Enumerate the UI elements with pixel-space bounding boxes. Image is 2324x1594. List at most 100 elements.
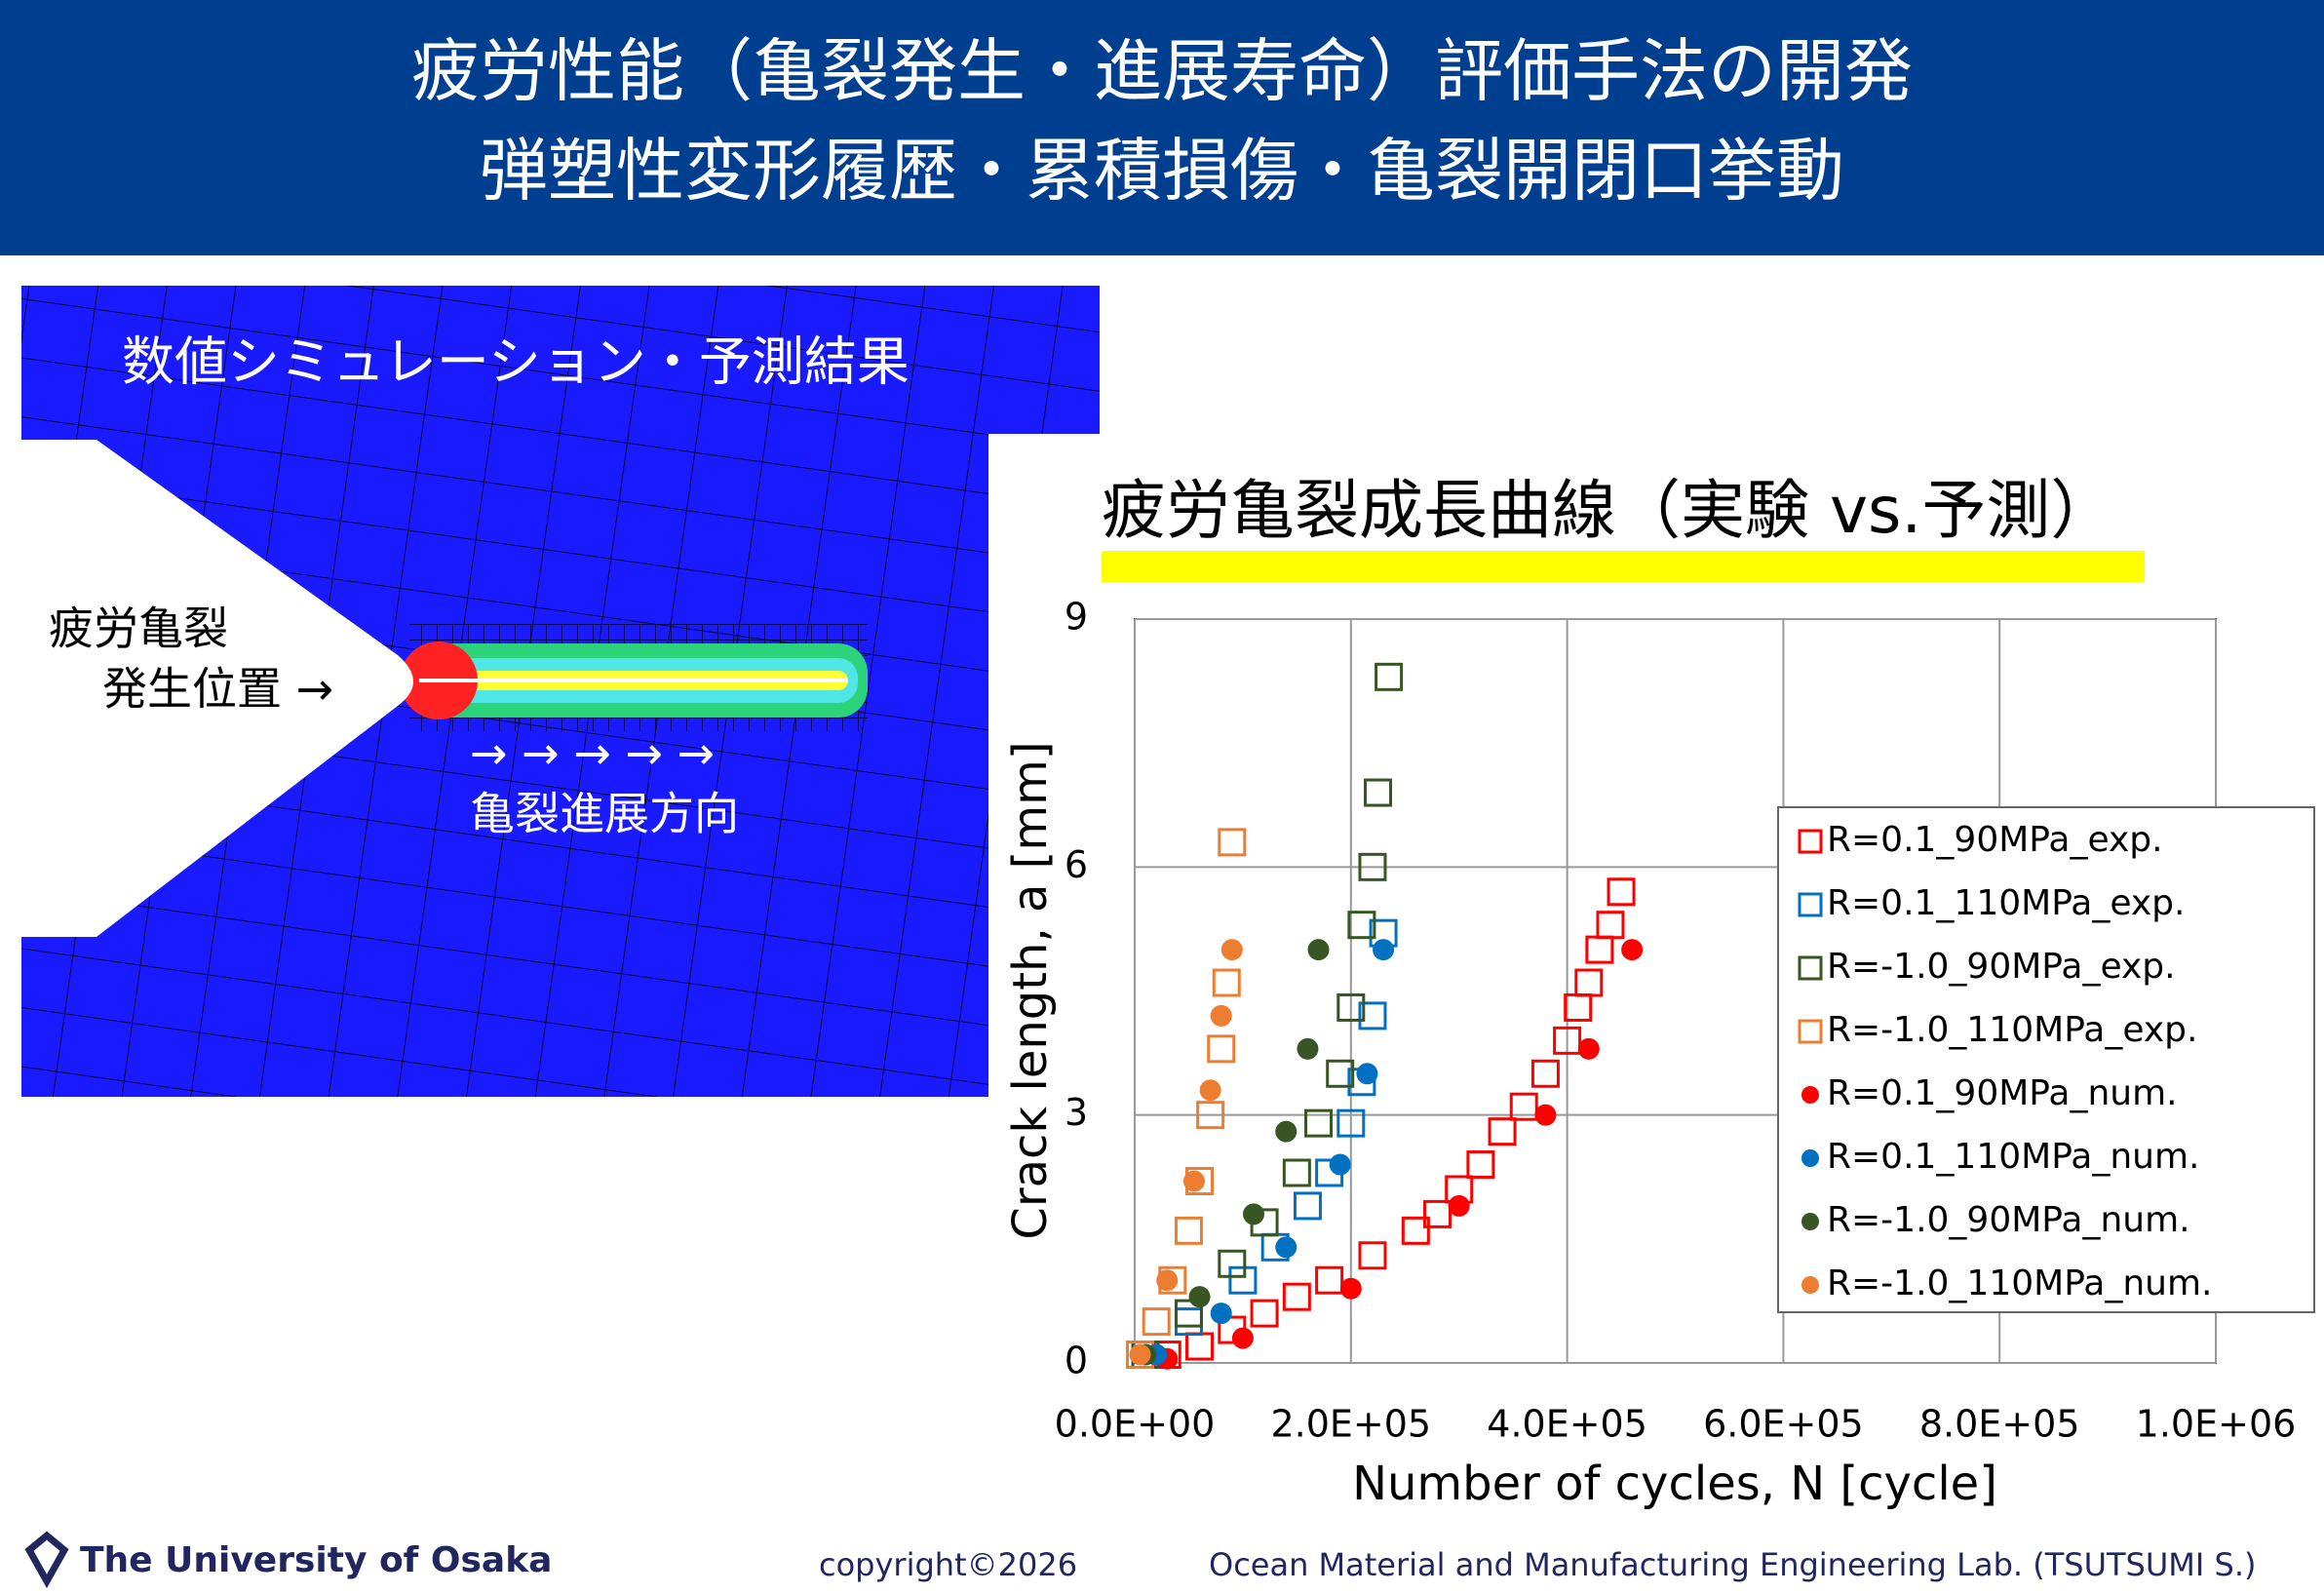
legend-label: R=-1.0_110MPa_num.	[1827, 1264, 2213, 1303]
legend-label: R=-1.0_110MPa_exp.	[1827, 1010, 2197, 1050]
data-point	[1326, 1059, 1355, 1088]
legend-marker	[1798, 829, 1823, 854]
data-point	[1315, 1265, 1344, 1295]
data-point	[1347, 911, 1376, 940]
data-point	[1228, 1265, 1258, 1295]
legend-marker	[1801, 1213, 1819, 1230]
legend-label: R=0.1_110MPa_num.	[1827, 1137, 2200, 1177]
data-point	[1329, 1153, 1351, 1176]
data-point	[1129, 1343, 1151, 1366]
data-point	[1212, 968, 1241, 997]
data-point	[1596, 911, 1625, 940]
legend-label: R=-1.0_90MPa_num.	[1827, 1200, 2190, 1240]
data-point	[1336, 1108, 1366, 1138]
data-point	[1282, 1282, 1311, 1311]
initiation-label: 発生位置 →	[102, 663, 333, 716]
data-point	[1218, 1249, 1247, 1278]
data-point	[1250, 1299, 1279, 1328]
x-tick-label: 6.0E+05	[1703, 1403, 1864, 1446]
data-point	[1220, 939, 1243, 961]
header-bar	[0, 0, 2324, 255]
data-point	[1534, 1104, 1557, 1126]
lab-name: Ocean Material and Manufacturing Enginee…	[1209, 1546, 2256, 1583]
y-tick-label: 9	[1065, 596, 1088, 639]
legend-marker	[1801, 1276, 1819, 1294]
x-tick-label: 2.0E+05	[1270, 1403, 1431, 1446]
y-tick-label: 6	[1065, 843, 1088, 886]
data-point	[1401, 1216, 1430, 1245]
data-point	[1275, 1120, 1298, 1143]
data-point	[1275, 1236, 1298, 1259]
legend-marker	[1798, 955, 1823, 981]
legend-marker	[1801, 1149, 1819, 1167]
x-tick-label: 4.0E+05	[1487, 1403, 1647, 1446]
initiation-label: 疲労亀裂	[49, 603, 228, 655]
title-highlight	[1102, 551, 2145, 582]
data-point	[1607, 877, 1636, 907]
header-subtitle: 弾塑性変形履歴・累積損傷・亀裂開閉口挙動	[480, 131, 1844, 211]
data-point	[1231, 1327, 1254, 1349]
data-point	[1210, 1302, 1232, 1325]
legend-marker	[1798, 1019, 1823, 1044]
data-point	[1339, 1277, 1362, 1300]
footer: The University of Osaka copyright©2026 O…	[24, 1531, 2256, 1589]
data-point	[1174, 1299, 1203, 1328]
legend-label: R=0.1_90MPa_exp.	[1827, 820, 2163, 860]
data-point	[1218, 828, 1247, 857]
legend-label: R=0.1_90MPa_num.	[1827, 1073, 2178, 1113]
legend-marker	[1798, 892, 1823, 917]
data-point	[1448, 1194, 1470, 1217]
data-point	[1282, 1158, 1311, 1187]
data-point	[1210, 1004, 1232, 1027]
data-point	[1242, 1203, 1264, 1225]
data-point	[1488, 1117, 1517, 1147]
data-point	[1373, 939, 1395, 961]
header-title: 疲労性能（亀裂発生・進展寿命）評価手法の開発	[411, 31, 1913, 111]
x-tick-label: 8.0E+05	[1919, 1403, 2080, 1446]
data-point	[1375, 662, 1404, 691]
data-point	[1199, 1079, 1221, 1102]
data-point	[1207, 1034, 1236, 1064]
chart: 疲労亀裂成長曲線（実験 vs.予測） Crack length, a [mm] …	[1003, 473, 2315, 1511]
data-point	[1188, 1286, 1211, 1308]
data-point	[1358, 1241, 1387, 1270]
y-axis-label: Crack length, a [mm]	[1003, 741, 1058, 1239]
sim-label: 数値シミュレーション・予測結果	[122, 331, 910, 393]
x-tick-label: 1.0E+06	[2136, 1403, 2297, 1446]
data-point	[1307, 939, 1330, 961]
data-point	[1293, 1191, 1322, 1221]
simulation-panel: 数値シミュレーション・予測結果 疲労亀裂 発生位置 → → → → → → 亀裂…	[21, 286, 1100, 1097]
data-point	[1364, 778, 1393, 807]
direction-label: 亀裂進展方向	[470, 788, 739, 840]
data-point	[1577, 1037, 1600, 1060]
legend-box	[1777, 806, 2315, 1313]
data-point	[1196, 1101, 1225, 1130]
y-tick-label: 0	[1065, 1340, 1088, 1382]
legend-marker	[1801, 1086, 1819, 1104]
data-point	[1336, 992, 1366, 1022]
data-point	[1466, 1150, 1495, 1180]
logo-mark	[24, 1531, 69, 1589]
data-point	[1182, 1170, 1205, 1192]
y-tick-label: 3	[1065, 1091, 1088, 1134]
data-point	[1156, 1269, 1179, 1292]
direction-arrows: → → → → →	[470, 727, 715, 780]
logo-text: The University of Osaka	[80, 1540, 552, 1580]
data-point	[1423, 1199, 1452, 1228]
data-point	[1530, 1059, 1560, 1088]
x-tick-label: 0.0E+00	[1055, 1403, 1216, 1446]
legend-label: R=-1.0_90MPa_exp.	[1827, 947, 2176, 987]
chart-title: 疲労亀裂成長曲線（実験 vs.予測）	[1102, 473, 2114, 548]
data-point	[1509, 1092, 1538, 1121]
data-point	[1358, 1001, 1387, 1030]
data-point	[1142, 1307, 1171, 1337]
notch	[21, 440, 413, 937]
data-point	[1304, 1108, 1334, 1138]
data-point	[1553, 1026, 1582, 1055]
data-point	[1174, 1216, 1203, 1245]
data-point	[1621, 939, 1644, 961]
data-point	[1297, 1037, 1319, 1060]
data-point	[1574, 968, 1604, 997]
data-point	[1356, 1063, 1378, 1085]
